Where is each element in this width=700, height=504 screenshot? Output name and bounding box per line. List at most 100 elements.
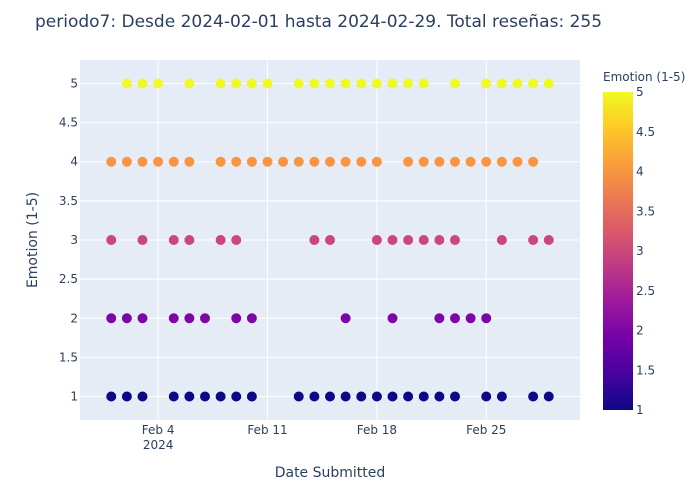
data-point [106, 156, 117, 167]
data-point [309, 156, 320, 167]
data-point [106, 235, 117, 245]
y-tick-label: 2.5 [59, 272, 78, 286]
data-point [137, 313, 148, 324]
data-point [481, 78, 492, 89]
data-point [153, 156, 164, 167]
data-point [184, 78, 195, 89]
colorbar-tick-label: 4 [636, 165, 644, 179]
data-point [153, 78, 164, 89]
y-tick-label: 2 [70, 311, 78, 325]
data-point [450, 156, 460, 167]
data-point [200, 391, 210, 402]
x-tick-label: Feb 4 [142, 423, 175, 437]
data-point [262, 78, 273, 89]
x-tick-sublabel: 2024 [143, 438, 174, 452]
data-point [481, 313, 492, 324]
data-point [137, 78, 148, 89]
y-tick-label: 3.5 [59, 194, 78, 208]
data-point [184, 235, 195, 245]
x-tick-label: Feb 25 [466, 423, 506, 437]
data-point [325, 391, 335, 402]
data-point [215, 235, 226, 245]
colorbar-tick-label: 1.5 [636, 363, 655, 377]
data-point [231, 313, 242, 324]
data-point [434, 313, 445, 324]
data-point [137, 391, 148, 402]
y-tick-label: 3 [70, 233, 78, 247]
data-point [403, 156, 414, 167]
data-point [481, 156, 492, 167]
data-point [325, 235, 335, 245]
data-point [387, 313, 398, 324]
colorbar-tick-label: 3 [636, 244, 644, 258]
data-point [512, 156, 523, 167]
data-point [528, 156, 539, 167]
data-point [262, 156, 273, 167]
data-point [121, 313, 132, 324]
data-point [450, 313, 460, 324]
data-point [450, 235, 460, 245]
data-point [200, 313, 210, 324]
data-point [496, 391, 507, 402]
colorbar-gradient [603, 92, 633, 410]
colorbar-tick-label: 1 [636, 403, 644, 417]
data-point [106, 313, 117, 324]
data-point [371, 391, 382, 402]
data-point [434, 156, 445, 167]
data-point [496, 235, 507, 245]
data-point [293, 78, 304, 89]
data-point [121, 156, 132, 167]
data-point [528, 391, 539, 402]
data-point [309, 391, 320, 402]
colorbar-tick-label: 3.5 [636, 204, 655, 218]
data-point [403, 78, 414, 89]
data-point [418, 156, 429, 167]
data-point [434, 235, 445, 245]
data-point [418, 391, 429, 402]
data-point [168, 235, 179, 245]
data-point [293, 391, 304, 402]
data-point [371, 156, 382, 167]
data-point [340, 156, 351, 167]
data-point [184, 391, 195, 402]
data-point [231, 235, 242, 245]
data-point [496, 156, 507, 167]
x-axis-label: Date Submitted [275, 465, 386, 481]
data-point [309, 78, 320, 89]
chart-title: periodo7: Desde 2024-02-01 hasta 2024-02… [35, 12, 603, 32]
data-point [293, 156, 304, 167]
data-point [543, 235, 554, 245]
data-point [387, 391, 398, 402]
data-point [450, 78, 460, 89]
data-point [543, 391, 554, 402]
y-tick-label: 4.5 [59, 116, 78, 130]
data-point [403, 391, 414, 402]
data-point [325, 156, 335, 167]
data-point [340, 78, 351, 89]
x-tick-label: Feb 11 [247, 423, 287, 437]
data-point [528, 235, 539, 245]
data-point [481, 391, 492, 402]
data-point [246, 78, 257, 89]
grid-layer [80, 60, 580, 420]
data-point [121, 391, 132, 402]
data-point [309, 235, 320, 245]
data-point [246, 156, 257, 167]
y-tick-label: 1 [70, 390, 78, 404]
data-point [387, 235, 398, 245]
data-point [325, 78, 335, 89]
x-tick-label: Feb 18 [357, 423, 397, 437]
data-point [387, 78, 398, 89]
data-point [465, 313, 476, 324]
data-point [356, 391, 367, 402]
data-point [231, 78, 242, 89]
data-point [403, 235, 414, 245]
data-point [168, 391, 179, 402]
data-point [246, 313, 257, 324]
data-point [496, 78, 507, 89]
colorbar: Emotion (1-5) 1 1.5 2 2.5 3 3.5 4 4.5 5 [603, 70, 685, 417]
data-point [168, 156, 179, 167]
data-point [371, 78, 382, 89]
data-point [231, 391, 242, 402]
